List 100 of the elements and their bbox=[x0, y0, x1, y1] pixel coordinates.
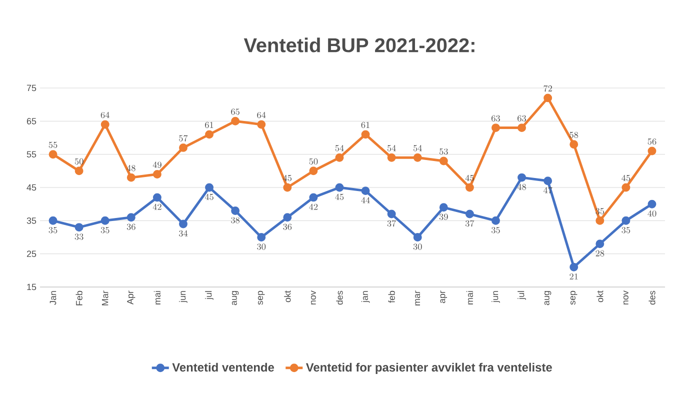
x-tick-label: Apr bbox=[127, 290, 136, 304]
x-tick-label: nov bbox=[623, 290, 628, 304]
point bbox=[465, 210, 474, 218]
data-label: 40 bbox=[648, 210, 656, 217]
chart-title: Ventetid BUP 2021-2022: bbox=[244, 38, 474, 52]
x-tick-label: nov bbox=[310, 290, 316, 304]
data-label: 36 bbox=[126, 224, 136, 230]
data-label: 37 bbox=[465, 220, 474, 227]
point bbox=[622, 183, 630, 192]
x-tick-label: Feb bbox=[76, 290, 82, 306]
point bbox=[518, 124, 526, 132]
data-label: 63 bbox=[518, 115, 526, 122]
x-tick-label: aug bbox=[544, 291, 552, 306]
data-label: 63 bbox=[492, 115, 500, 122]
x-tick-label: aug bbox=[232, 291, 239, 306]
point bbox=[387, 153, 396, 162]
data-label: 54 bbox=[335, 145, 344, 152]
point bbox=[257, 233, 266, 242]
data-label: 45 bbox=[622, 174, 630, 182]
data-label: 21 bbox=[570, 273, 578, 280]
data-label: 34 bbox=[179, 230, 188, 237]
y-tick-label: 45 bbox=[26, 184, 36, 191]
point bbox=[439, 156, 448, 166]
x-tick-label: mar bbox=[415, 290, 420, 306]
x-tick-label: okt bbox=[596, 290, 604, 302]
point bbox=[492, 216, 500, 225]
data-label: 42 bbox=[309, 204, 318, 210]
data-label: 39 bbox=[439, 214, 448, 220]
data-label: 42 bbox=[152, 204, 162, 210]
point bbox=[231, 116, 240, 126]
y-tick-label: 15 bbox=[27, 284, 36, 290]
data-label: 35 bbox=[100, 227, 110, 234]
point bbox=[492, 124, 500, 132]
data-label: 35 bbox=[48, 227, 58, 234]
x-tick-label: okt bbox=[284, 290, 291, 302]
point bbox=[596, 240, 604, 248]
point bbox=[126, 173, 136, 182]
point bbox=[179, 143, 188, 152]
point bbox=[544, 176, 552, 186]
x-tick-label: Mar bbox=[102, 290, 108, 306]
y-tick-label: 35 bbox=[26, 217, 36, 224]
point bbox=[48, 216, 58, 225]
point bbox=[361, 186, 370, 196]
data-label: 58 bbox=[570, 132, 578, 138]
point bbox=[518, 173, 526, 182]
legend-label: Ventetid for pasienter avviklet fra venteliste bbox=[306, 362, 552, 374]
x-tick-label: des bbox=[648, 290, 656, 305]
x-tick-label: jun bbox=[179, 291, 188, 303]
x-tick-label: mai bbox=[466, 291, 473, 304]
point bbox=[335, 153, 344, 162]
x-tick-label: jun bbox=[492, 291, 500, 303]
point bbox=[309, 193, 318, 202]
data-label: 56 bbox=[648, 138, 656, 145]
legend-label: Ventetid ventende bbox=[172, 362, 274, 372]
data-label: 36 bbox=[283, 224, 292, 230]
point bbox=[570, 262, 578, 272]
point bbox=[231, 206, 240, 215]
point bbox=[596, 216, 604, 225]
data-label: 57 bbox=[179, 135, 188, 142]
data-label: 45 bbox=[335, 194, 344, 200]
data-label: 35 bbox=[622, 227, 630, 234]
data-label: 55 bbox=[48, 142, 58, 148]
point bbox=[152, 170, 162, 178]
x-tick-label: mai bbox=[154, 291, 160, 304]
y-tick-label: 75 bbox=[26, 84, 36, 92]
data-label: 54 bbox=[413, 145, 422, 152]
x-tick-label: sep bbox=[570, 290, 578, 305]
x-tick-label: jul bbox=[518, 291, 526, 300]
point bbox=[570, 140, 578, 149]
data-label: 64 bbox=[257, 112, 266, 118]
x-tick-label: feb bbox=[388, 290, 395, 303]
x-tick-label: apr bbox=[440, 290, 447, 304]
data-label: 33 bbox=[74, 234, 84, 240]
data-label: 28 bbox=[596, 250, 604, 256]
point bbox=[283, 213, 292, 222]
data-label: 30 bbox=[257, 244, 266, 250]
y-tick-label: 65 bbox=[26, 118, 36, 124]
point bbox=[648, 146, 656, 156]
x-tick-label: Jan bbox=[50, 291, 56, 305]
data-label: 61 bbox=[205, 122, 214, 128]
point bbox=[205, 130, 214, 139]
data-label: 53 bbox=[440, 148, 448, 155]
data-label: 37 bbox=[387, 220, 396, 227]
point bbox=[439, 203, 448, 212]
data-label: 48 bbox=[517, 184, 526, 190]
point bbox=[413, 233, 422, 242]
point bbox=[179, 220, 188, 228]
point bbox=[205, 183, 214, 192]
point bbox=[283, 183, 292, 192]
point bbox=[335, 183, 344, 192]
data-label: 35 bbox=[492, 227, 500, 234]
point bbox=[74, 166, 84, 176]
point bbox=[413, 153, 422, 162]
point bbox=[544, 94, 552, 102]
data-label: 38 bbox=[231, 217, 240, 224]
data-label: 44 bbox=[361, 197, 370, 204]
point bbox=[622, 216, 630, 225]
data-label: 61 bbox=[361, 122, 370, 128]
data-label: 50 bbox=[74, 158, 84, 165]
point bbox=[48, 150, 58, 159]
